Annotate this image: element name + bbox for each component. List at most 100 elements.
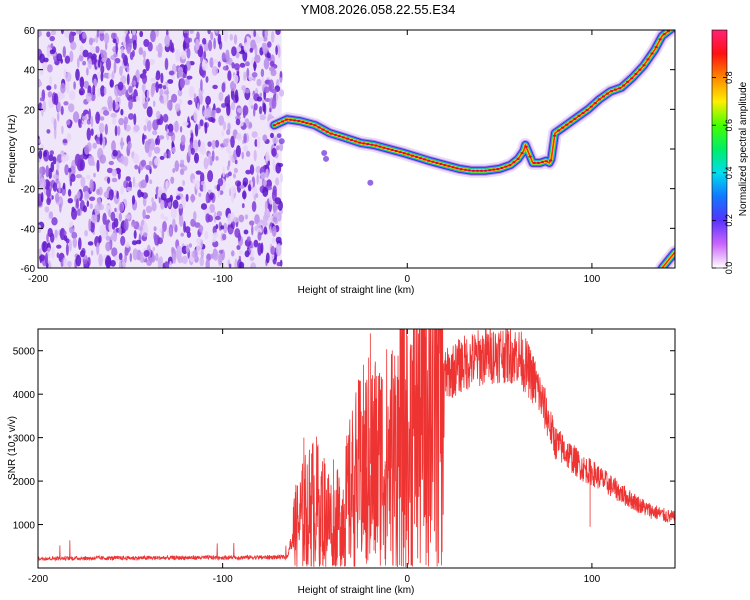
noise-speckle — [118, 117, 125, 126]
ridge-bead — [536, 161, 541, 164]
ridge-bead — [597, 98, 601, 101]
noise-speckle — [209, 57, 214, 68]
noise-speckle — [108, 73, 112, 78]
noise-speckle — [86, 200, 90, 207]
noise-speckle — [256, 173, 259, 185]
noise-speckle — [147, 41, 153, 52]
noise-speckle — [227, 160, 231, 167]
spectrogram-ytick-label: 20 — [24, 105, 36, 116]
noise-speckle — [146, 89, 150, 99]
noise-speckle — [99, 116, 105, 121]
noise-speckle — [49, 49, 56, 55]
noise-speckle — [87, 155, 95, 167]
noise-speckle — [275, 236, 282, 244]
noise-speckle — [239, 184, 245, 189]
noise-speckle — [149, 179, 153, 184]
noise-speckle — [140, 159, 146, 167]
noise-speckle — [47, 64, 53, 73]
noise-speckle — [72, 237, 78, 248]
noise-speckle — [250, 262, 257, 268]
spectrogram-ytick-label: 60 — [24, 26, 36, 37]
noise-speckle — [134, 164, 139, 170]
snr-ytick-label: 2000 — [13, 477, 36, 488]
figure-title: YM08.2026.058.22.55.E34 — [301, 2, 456, 17]
noise-speckle — [132, 248, 138, 261]
noise-speckle — [201, 59, 208, 71]
noise-speckle — [135, 239, 142, 245]
noise-speckle — [51, 217, 58, 226]
noise-speckle — [82, 60, 87, 66]
noise-speckle — [143, 220, 147, 229]
ridge-bead — [329, 132, 333, 135]
ridge-bead — [671, 27, 674, 29]
ridge-bead — [565, 123, 569, 126]
noise-speckle — [221, 129, 224, 137]
noise-speckle — [163, 216, 169, 222]
noise-speckle — [58, 181, 61, 194]
ridge-bead — [581, 111, 585, 115]
noise-speckle — [73, 81, 76, 90]
noise-speckle — [258, 106, 263, 115]
noise-speckle — [131, 49, 135, 58]
noise-speckle — [103, 86, 107, 96]
noise-speckle — [108, 189, 114, 201]
noise-speckle — [56, 244, 62, 249]
noise-speckle — [142, 232, 148, 238]
colorbar-tick-label: 0.6 — [724, 119, 734, 132]
noise-speckle — [211, 139, 216, 150]
noise-speckle — [214, 30, 219, 34]
noise-speckle — [67, 198, 74, 204]
ridge-bead — [358, 141, 362, 144]
noise-speckle — [212, 238, 217, 243]
noise-speckle — [64, 153, 70, 162]
noise-speckle — [200, 172, 205, 183]
noise-speckle — [124, 247, 129, 256]
ridge-bead — [309, 123, 313, 126]
noise-speckle — [95, 111, 100, 124]
noise-speckle — [71, 231, 78, 239]
noise-speckle — [176, 245, 183, 258]
noise-speckle — [234, 159, 238, 165]
noise-speckle — [107, 176, 111, 184]
noise-speckle — [50, 43, 54, 49]
noise-speckle — [163, 261, 170, 268]
ridge-bead — [284, 118, 289, 121]
ridge-bead — [475, 169, 479, 172]
noise-speckle — [182, 165, 188, 171]
noise-speckle — [75, 68, 80, 81]
snr-frame — [37, 328, 676, 569]
noise-speckle — [275, 145, 280, 151]
ridge-bead — [317, 126, 321, 129]
noise-speckle — [197, 123, 201, 130]
noise-speckle — [46, 129, 51, 134]
noise-speckle — [187, 116, 190, 128]
noise-speckle — [217, 253, 223, 267]
noise-speckle — [50, 232, 55, 243]
noise-speckle — [193, 211, 197, 221]
noise-speckle — [120, 185, 124, 195]
noise-speckle — [97, 59, 101, 68]
noise-speckle — [203, 157, 209, 170]
noise-speckle — [198, 225, 204, 233]
ridge-bead — [345, 137, 350, 140]
noise-speckle — [251, 131, 258, 138]
noise-speckle — [241, 151, 244, 160]
noise-speckle — [108, 100, 113, 112]
noise-speckle — [118, 226, 122, 235]
noise-speckle — [148, 160, 153, 166]
noise-speckle — [117, 125, 121, 136]
noise-speckle — [170, 207, 177, 219]
noise-speckle — [183, 64, 188, 75]
noise-speckle — [53, 84, 57, 90]
noise-speckle — [88, 218, 92, 232]
noise-speckle — [145, 164, 152, 171]
noise-speckle — [38, 149, 43, 160]
noise-speckle — [248, 122, 253, 129]
noise-speckle — [246, 67, 250, 80]
ridge-bead — [406, 153, 410, 156]
noise-speckle — [186, 75, 193, 80]
noise-speckle — [207, 170, 214, 183]
noise-speckle — [49, 150, 54, 156]
noise-speckle — [267, 41, 272, 48]
ridge-bead — [613, 88, 618, 91]
